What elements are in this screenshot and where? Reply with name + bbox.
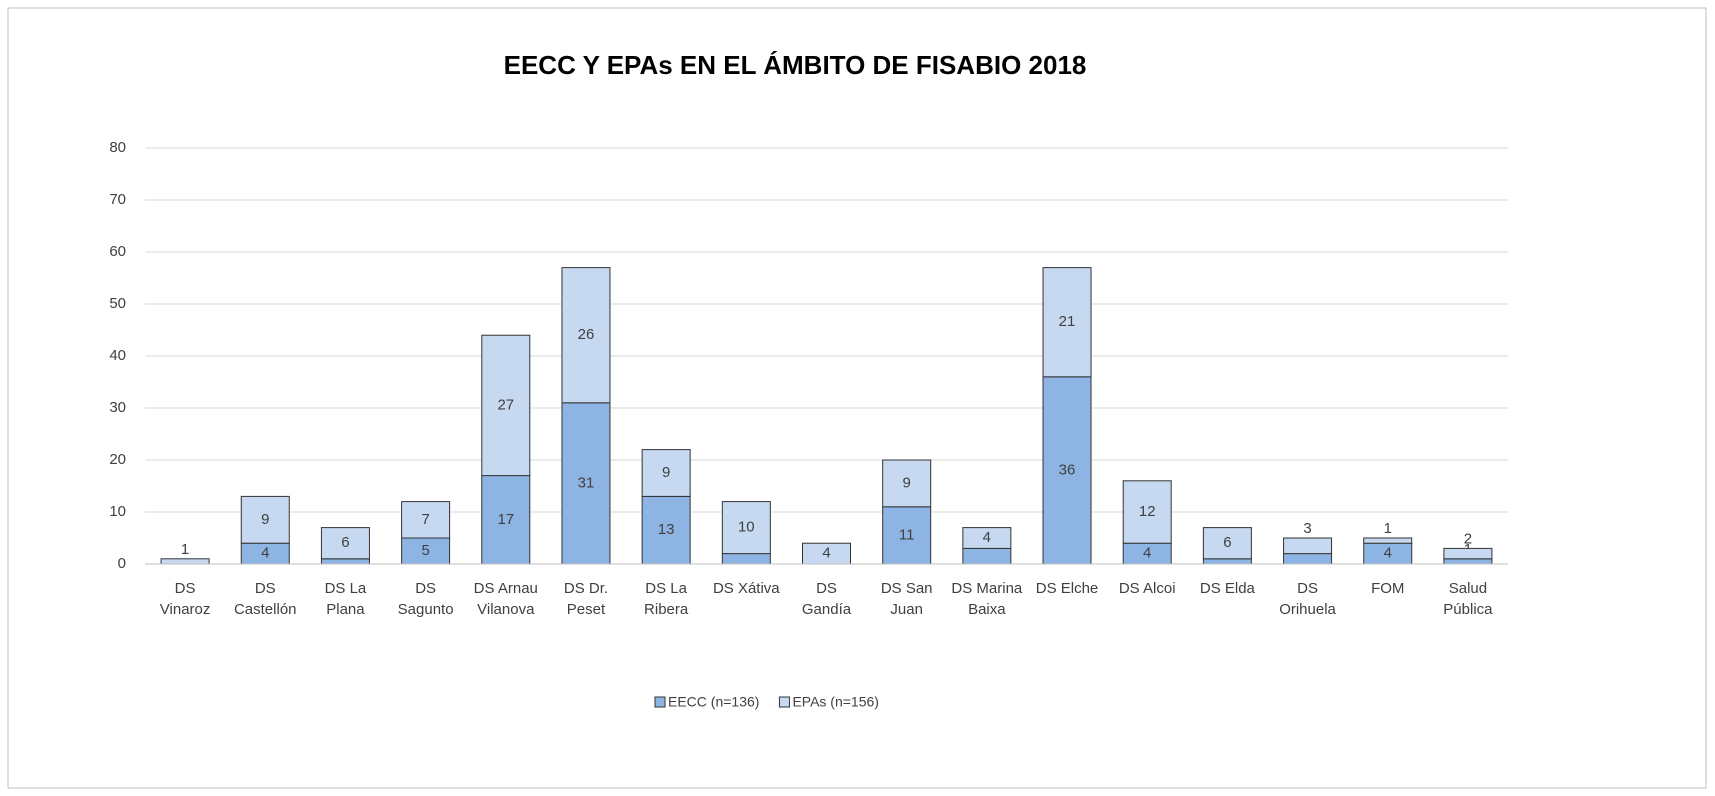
bar-segment <box>481 334 531 477</box>
legend-label: EECC (n=136) <box>668 694 759 710</box>
bar-segment <box>1202 558 1252 565</box>
y-tick-label: 40 <box>109 347 126 364</box>
chart-frame <box>7 7 1707 789</box>
data-label: 31 <box>578 474 595 491</box>
data-label: 4 <box>1143 545 1151 562</box>
bar-segment <box>962 547 1012 565</box>
x-tick-label: Salud Pública <box>1443 580 1493 618</box>
bar-segment <box>1202 527 1252 560</box>
data-label: 36 <box>1059 461 1076 478</box>
bar-segment <box>1283 537 1333 555</box>
data-label: 21 <box>1059 313 1076 330</box>
x-tick-label: DS Arnau Vilanova <box>473 580 538 618</box>
data-label: 1 <box>1384 520 1392 537</box>
data-label: 13 <box>658 521 675 538</box>
bar-segment <box>1363 537 1413 544</box>
x-tick-label: DS Sagunto <box>397 580 454 618</box>
bar-segment <box>1042 267 1092 378</box>
data-label: 17 <box>497 511 514 528</box>
data-label: 9 <box>903 474 911 491</box>
y-tick-label: 0 <box>118 555 126 572</box>
bar-segment <box>1122 480 1172 544</box>
chart-title: EECC Y EPAs EN EL ÁMBITO DE FISABIO 2018 <box>504 50 1087 80</box>
y-tick-label: 60 <box>109 243 126 260</box>
legend-label: EPAs (n=156) <box>792 694 879 710</box>
data-label: 4 <box>983 529 991 546</box>
bar-segment <box>160 558 210 565</box>
data-label: 6 <box>1223 534 1231 551</box>
x-tick-label: DS Castellón <box>233 580 297 618</box>
bar-segment <box>1283 553 1333 565</box>
x-tick-label: DS La Ribera <box>644 580 689 618</box>
data-label: 27 <box>497 396 514 413</box>
data-label: 9 <box>261 511 269 528</box>
data-label: 26 <box>578 326 595 343</box>
bar-segment <box>721 553 771 565</box>
bar-segment <box>1042 376 1092 565</box>
x-tick-label: FOM <box>1371 580 1405 597</box>
data-label: 7 <box>421 511 429 528</box>
bar-segment <box>882 506 932 565</box>
x-tick-label: DS Gandía <box>801 580 852 618</box>
data-label: 5 <box>421 542 429 559</box>
x-tick-label: DS Vinaroz <box>159 580 211 618</box>
y-tick-label: 70 <box>109 191 126 208</box>
bar-segment <box>1443 558 1493 565</box>
data-label: 4 <box>261 545 269 562</box>
legend-swatch <box>778 696 790 708</box>
bar-segment <box>561 402 611 565</box>
bar-segment <box>561 267 611 404</box>
x-tick-label: DS Alcoi <box>1118 580 1176 597</box>
x-tick-label: DS Elche <box>1035 580 1099 597</box>
x-tick-label: DS Dr. Peset <box>563 580 609 618</box>
data-label: 9 <box>662 464 670 481</box>
data-label: 10 <box>738 519 755 536</box>
bar-segment <box>401 501 451 539</box>
x-tick-label: DS Orihuela <box>1279 580 1336 618</box>
bar-segment <box>240 495 290 544</box>
bar-segment <box>320 558 370 565</box>
x-tick-label: DS San Juan <box>880 580 933 618</box>
bar-segment <box>641 495 691 565</box>
legend-swatch <box>654 696 666 708</box>
data-label: 4 <box>822 545 830 562</box>
y-tick-label: 20 <box>109 451 126 468</box>
data-label: 11 <box>899 526 915 543</box>
data-label: 4 <box>1384 545 1392 562</box>
bar-segment <box>1443 547 1493 560</box>
bar-segment <box>641 449 691 497</box>
x-tick-label: DS La Plana <box>324 580 367 618</box>
y-tick-label: 80 <box>109 139 126 156</box>
data-label: 2 <box>1464 530 1472 547</box>
y-tick-label: 30 <box>109 399 126 416</box>
data-label: 1 <box>181 541 189 558</box>
bar-segment <box>882 459 932 508</box>
x-tick-label: DS Xátiva <box>712 580 780 597</box>
x-tick-label: DS Elda <box>1199 580 1255 597</box>
data-label: 12 <box>1139 503 1156 520</box>
y-tick-label: 50 <box>109 295 126 312</box>
y-tick-label: 10 <box>109 503 126 520</box>
data-label: 3 <box>1303 520 1311 537</box>
data-label: 6 <box>341 534 349 551</box>
bar-segment <box>721 501 771 555</box>
bar-segment <box>962 527 1012 549</box>
x-tick-label: DS Marina Baixa <box>951 580 1023 618</box>
bar-segment <box>320 527 370 560</box>
